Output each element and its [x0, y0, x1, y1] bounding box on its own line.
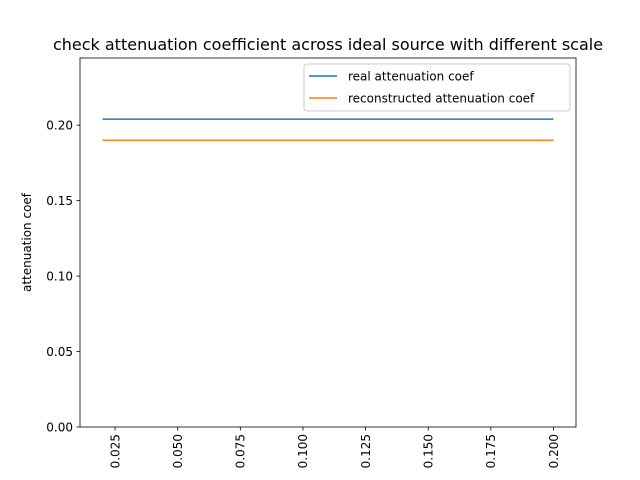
x-tick-label: 0.125: [359, 434, 373, 468]
axes-frame: [79, 57, 577, 428]
legend-box: [303, 63, 571, 112]
y-tick-label: 0.20: [46, 118, 73, 132]
x-tick-label: 0.175: [484, 434, 498, 468]
y-tick-label: 0.05: [46, 345, 73, 359]
y-tick-label: 0.10: [46, 269, 73, 283]
x-tick-label: 0.100: [296, 434, 310, 468]
y-axis-label: attenuation coef: [20, 192, 34, 292]
legend-label-2: reconstructed attenuation coef: [348, 91, 535, 105]
x-tick-label: 0.075: [234, 434, 248, 468]
legend-label-1: real attenuation coef: [348, 69, 474, 83]
chart-title: check attenuation coefficient across ide…: [53, 35, 603, 54]
y-tick-label: 0.15: [46, 194, 73, 208]
legend: real attenuation coef reconstructed atten…: [303, 63, 571, 112]
x-tick-label: 0.050: [171, 434, 185, 468]
plot-area: 0.00 0.05 0.10 0.15 0.20 0.025 0.050 0.075 0.100…: [46, 57, 577, 468]
x-tick-label: 0.150: [422, 434, 436, 468]
y-tick-label: 0.00: [46, 420, 73, 434]
x-tick-label: 0.200: [547, 434, 561, 468]
x-tick-label: 0.025: [108, 434, 122, 468]
